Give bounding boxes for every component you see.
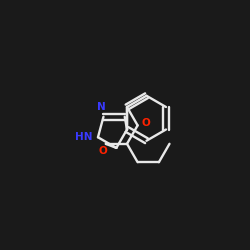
Text: O: O [99,146,108,156]
Text: O: O [141,118,150,128]
Text: N: N [96,102,105,112]
Text: HN: HN [76,132,93,142]
